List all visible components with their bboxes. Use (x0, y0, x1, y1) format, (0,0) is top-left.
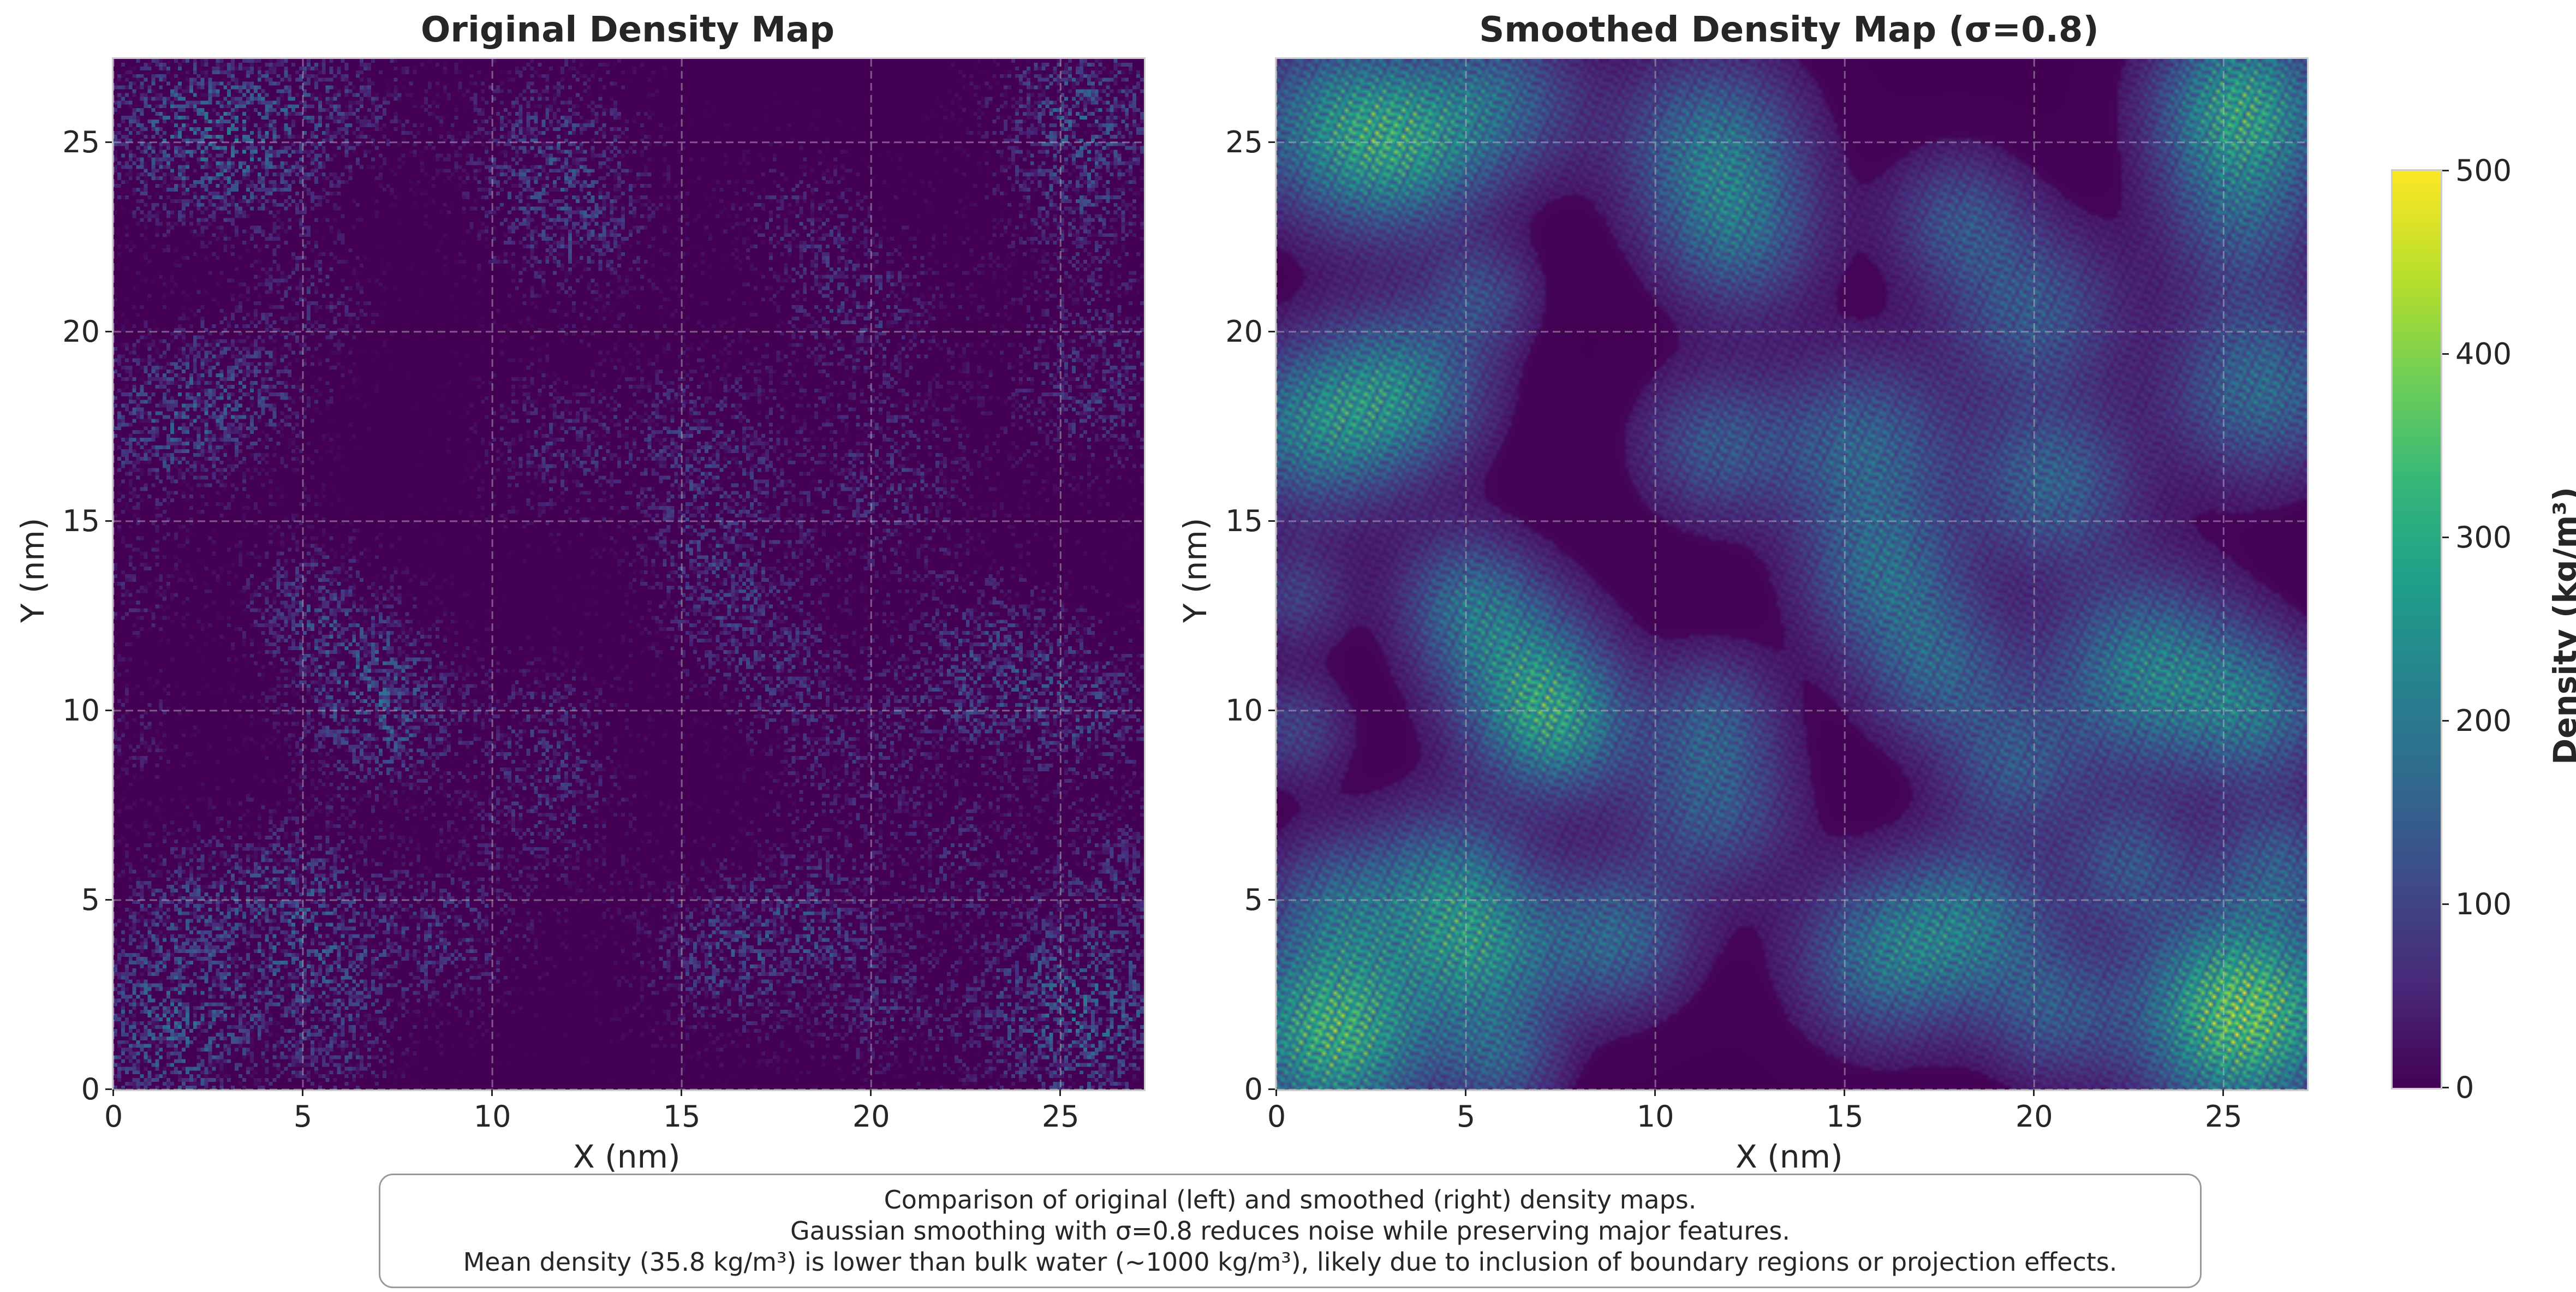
colorbar-tick-mark (2442, 353, 2449, 355)
colorbar-tick-mark (2442, 720, 2449, 722)
colorbar-label: Density (kg/m³) (2547, 486, 2576, 765)
left-y-tick-label: 5 (81, 882, 100, 917)
right-x-tick-mark (1654, 1089, 1656, 1096)
figure-caption-box: Comparison of original (left) and smooth… (379, 1174, 2202, 1288)
right-grid (1277, 59, 2307, 1089)
left-x-tick-mark (1059, 1089, 1062, 1096)
right-y-tick-mark (1268, 520, 1275, 522)
right-y-tick-label: 15 (1225, 503, 1263, 538)
left-y-tick-mark (105, 709, 112, 711)
right-x-axis-label: X (nm) (1736, 1138, 1843, 1175)
right-y-tick-label: 5 (1244, 882, 1263, 917)
right-y-tick-label: 10 (1225, 693, 1263, 728)
right-x-tick-label: 15 (1826, 1099, 1864, 1134)
right-y-tick-label: 25 (1225, 124, 1263, 159)
right-y-tick-label: 0 (1244, 1072, 1263, 1106)
right-heatmap-canvas (1277, 59, 2307, 1089)
right-y-tick-mark (1268, 1088, 1275, 1090)
right-y-tick-mark (1268, 709, 1275, 711)
colorbar-tick-label: 400 (2455, 337, 2512, 371)
colorbar-tick-label: 300 (2455, 520, 2512, 555)
left-x-tick-label: 15 (663, 1099, 701, 1134)
left-x-tick-mark (870, 1089, 872, 1096)
right-x-tick-mark (1465, 1089, 1467, 1096)
right-x-tick-label: 0 (1267, 1099, 1286, 1134)
left-y-tick-mark (105, 141, 112, 143)
left-x-tick-label: 10 (473, 1099, 511, 1134)
left-y-tick-label: 25 (62, 124, 100, 159)
left-y-tick-label: 0 (81, 1072, 100, 1106)
right-heatmap-plot (1275, 57, 2309, 1091)
right-chart-title: Smoothed Density Map (σ=0.8) (1479, 10, 2099, 50)
caption-line-3: Mean density (35.8 kg/m³) is lower than … (463, 1247, 2118, 1277)
left-y-axis-label: Y (nm) (14, 517, 51, 623)
right-x-tick-label: 20 (2015, 1099, 2053, 1134)
left-y-tick-mark (105, 330, 112, 332)
right-y-axis-label: Y (nm) (1177, 517, 1214, 623)
left-x-tick-label: 5 (293, 1099, 313, 1134)
left-x-tick-label: 25 (1041, 1099, 1080, 1134)
right-y-tick-mark (1268, 330, 1275, 332)
right-x-tick-mark (2222, 1089, 2225, 1096)
colorbar-tick-mark (2442, 1087, 2449, 1088)
left-grid (114, 59, 1144, 1089)
right-x-tick-label: 10 (1636, 1099, 1674, 1134)
caption-line-2: Gaussian smoothing with σ=0.8 reduces no… (790, 1216, 1790, 1246)
left-y-tick-label: 20 (62, 314, 100, 349)
left-x-tick-mark (302, 1089, 304, 1096)
right-y-tick-mark (1268, 141, 1275, 143)
left-x-tick-label: 0 (104, 1099, 123, 1134)
left-y-tick-mark (105, 898, 112, 901)
colorbar-tick-label: 200 (2455, 704, 2512, 738)
caption-line-1: Comparison of original (left) and smooth… (884, 1184, 1697, 1214)
right-x-tick-label: 5 (1456, 1099, 1476, 1134)
colorbar-tick-label: 0 (2455, 1070, 2474, 1105)
right-x-tick-mark (1275, 1089, 1277, 1096)
left-y-tick-mark (105, 1088, 112, 1090)
left-x-tick-mark (491, 1089, 493, 1096)
colorbar-tick-label: 100 (2455, 887, 2512, 921)
colorbar-tick-label: 500 (2455, 153, 2512, 188)
left-x-tick-mark (112, 1089, 114, 1096)
colorbar-tick-mark (2442, 537, 2449, 538)
right-x-tick-label: 25 (2204, 1099, 2243, 1134)
right-y-tick-mark (1268, 898, 1275, 901)
left-y-tick-mark (105, 520, 112, 522)
colorbar (2391, 169, 2442, 1089)
right-x-tick-mark (1844, 1089, 1846, 1096)
left-x-tick-mark (681, 1089, 683, 1096)
left-x-axis-label: X (nm) (573, 1138, 681, 1175)
right-y-tick-label: 20 (1225, 314, 1263, 349)
right-x-tick-mark (2033, 1089, 2035, 1096)
left-heatmap-plot (112, 57, 1146, 1091)
colorbar-tick-mark (2442, 903, 2449, 905)
left-y-tick-label: 15 (62, 503, 100, 538)
left-heatmap-canvas (114, 59, 1144, 1089)
colorbar-tick-mark (2442, 170, 2449, 171)
left-x-tick-label: 20 (852, 1099, 890, 1134)
left-chart-title: Original Density Map (420, 10, 835, 50)
left-y-tick-label: 10 (62, 693, 100, 728)
